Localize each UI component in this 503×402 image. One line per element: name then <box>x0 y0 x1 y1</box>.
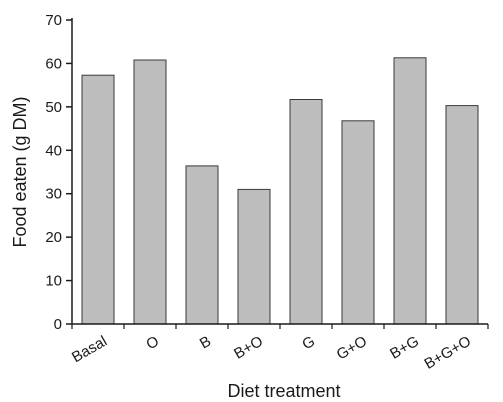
bars-group <box>81 57 479 325</box>
x-tick-label: B+G <box>387 333 422 363</box>
x-tick-label: G <box>299 333 318 354</box>
y-tick-label: 0 <box>54 316 62 333</box>
y-axis-title: Food eaten (g DM) <box>10 96 30 247</box>
x-axis: Basal O B B+O G G+O B+G B+G+O <box>69 323 489 373</box>
bar-g <box>289 99 323 325</box>
bar-g-plus-o <box>341 120 375 325</box>
bar-b <box>185 165 219 325</box>
bar-b-plus-o <box>237 188 271 325</box>
bar-basal <box>81 74 115 325</box>
y-tick-label: 20 <box>45 229 62 246</box>
x-tick-label: Basal <box>69 333 110 366</box>
y-tick-label: 10 <box>45 273 62 290</box>
y-tick-label: 70 <box>45 12 62 29</box>
x-tick-label: B <box>197 333 214 353</box>
bar-b-plus-g <box>393 57 427 325</box>
y-tick-label: 60 <box>45 55 62 72</box>
x-axis-title: Diet treatment <box>227 381 340 401</box>
y-axis: 0 10 20 30 40 50 60 70 <box>45 12 73 333</box>
x-tick-label: B+O <box>231 333 266 363</box>
x-tick-label: B+G+O <box>421 333 474 373</box>
bar-b-plus-g-plus-o <box>445 105 479 325</box>
y-tick-label: 50 <box>45 99 62 116</box>
x-tick-label: G+O <box>334 333 370 364</box>
y-tick-label: 30 <box>45 186 62 203</box>
y-tick-label: 40 <box>45 142 62 159</box>
x-tick-label: O <box>143 333 162 354</box>
bar-o <box>133 59 167 325</box>
